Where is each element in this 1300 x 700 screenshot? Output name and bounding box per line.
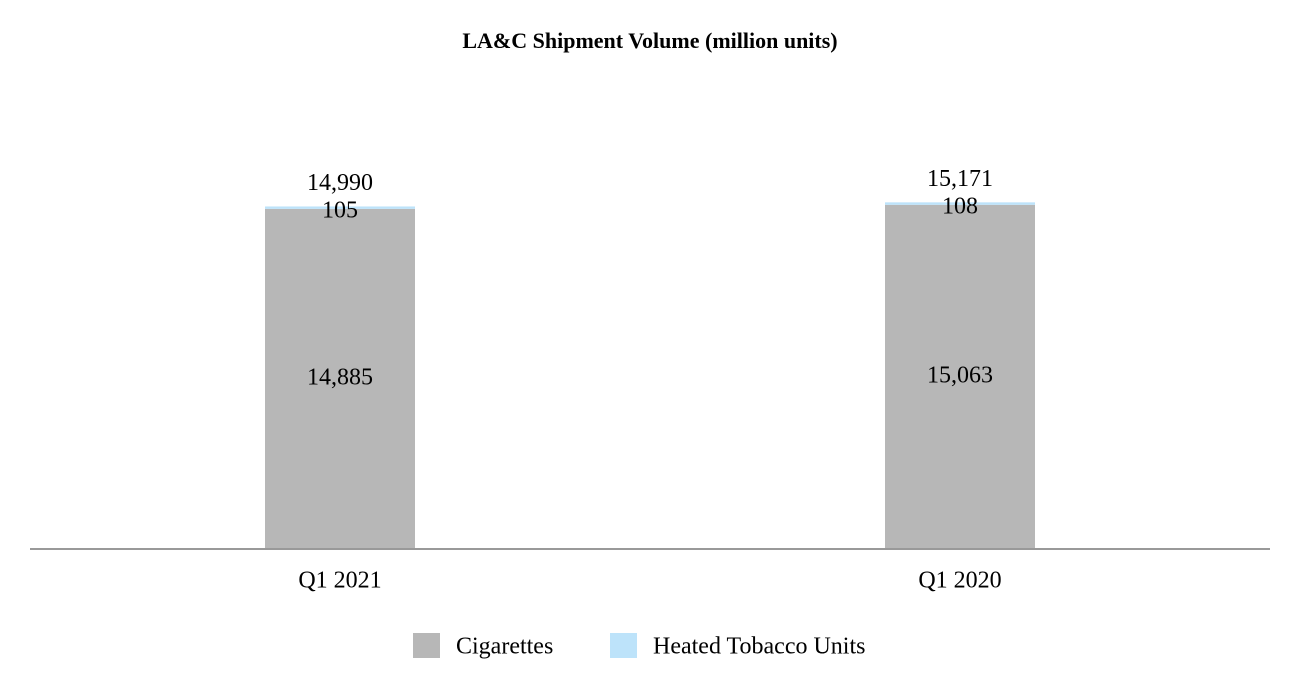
legend-label: Heated Tobacco Units bbox=[653, 634, 865, 660]
bar-segment bbox=[265, 208, 415, 549]
bar-segment bbox=[885, 204, 1035, 549]
total-label: 15,171 bbox=[927, 166, 993, 192]
bar-segment bbox=[265, 206, 415, 209]
data-label: 105 bbox=[322, 197, 358, 223]
legend-swatch bbox=[413, 633, 440, 658]
x-tick-label: Q1 2020 bbox=[918, 568, 1001, 594]
data-label: 15,063 bbox=[927, 362, 993, 388]
legend-swatch bbox=[610, 633, 637, 658]
x-tick-label: Q1 2021 bbox=[298, 568, 381, 594]
data-label: 108 bbox=[942, 193, 978, 219]
legend-label: Cigarettes bbox=[456, 634, 553, 660]
data-label: 14,885 bbox=[307, 364, 373, 390]
bar-segment bbox=[885, 202, 1035, 205]
total-label: 14,990 bbox=[307, 170, 373, 196]
chart-title: LA&C Shipment Volume (million units) bbox=[462, 28, 837, 53]
